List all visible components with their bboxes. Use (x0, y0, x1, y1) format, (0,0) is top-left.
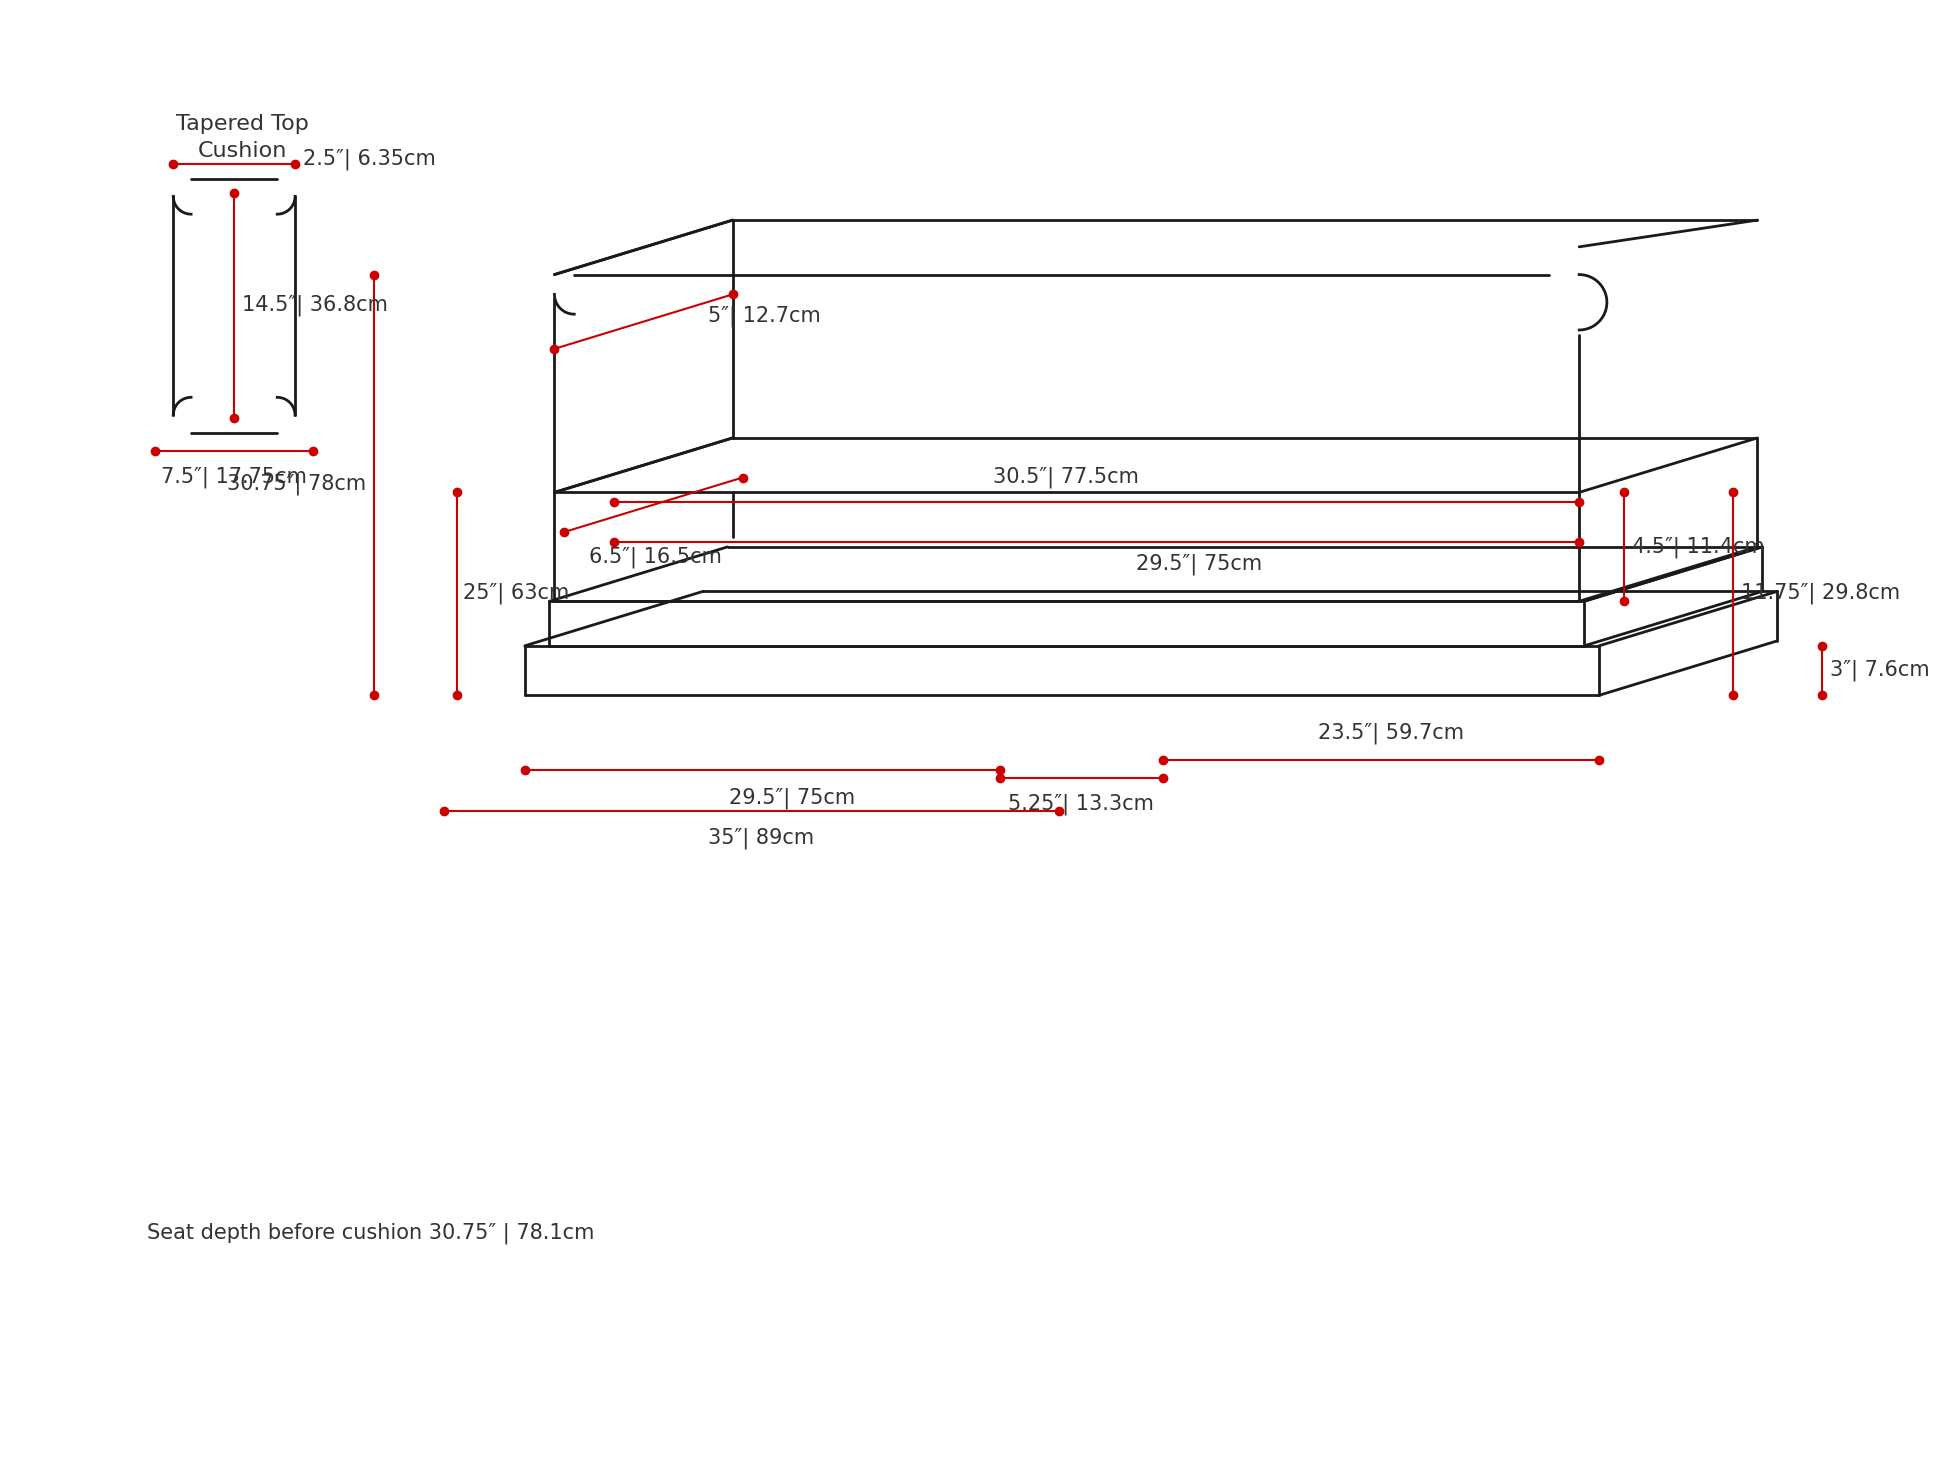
Text: 25″| 63cm: 25″| 63cm (463, 583, 570, 604)
Text: 3″| 7.6cm: 3″| 7.6cm (1829, 660, 1928, 682)
Text: 30.5″| 77.5cm: 30.5″| 77.5cm (992, 467, 1138, 489)
Text: Seat depth before cushion 30.75″ | 78.1cm: Seat depth before cushion 30.75″ | 78.1c… (146, 1222, 594, 1244)
Text: 5″| 12.7cm: 5″| 12.7cm (708, 305, 821, 327)
Text: 2.5″| 6.35cm: 2.5″| 6.35cm (304, 149, 436, 171)
Text: 35″| 89cm: 35″| 89cm (708, 826, 815, 848)
Text: 5.25″| 13.3cm: 5.25″| 13.3cm (1008, 793, 1154, 815)
Text: 30.75″| 78cm: 30.75″| 78cm (228, 473, 366, 495)
Text: 7.5″| 17.75cm: 7.5″| 17.75cm (162, 467, 307, 488)
Text: 29.5″| 75cm: 29.5″| 75cm (1136, 553, 1261, 575)
Text: 29.5″| 75cm: 29.5″| 75cm (730, 787, 854, 809)
Text: 11.75″| 29.8cm: 11.75″| 29.8cm (1740, 583, 1899, 604)
Text: 4.5″| 11.4cm: 4.5″| 11.4cm (1631, 536, 1765, 558)
Text: 23.5″| 59.7cm: 23.5″| 59.7cm (1317, 723, 1463, 743)
Text: Tapered Top
Cushion: Tapered Top Cushion (177, 114, 309, 161)
Text: 6.5″| 16.5cm: 6.5″| 16.5cm (590, 548, 722, 568)
Text: 14.5″| 36.8cm: 14.5″| 36.8cm (241, 295, 387, 315)
